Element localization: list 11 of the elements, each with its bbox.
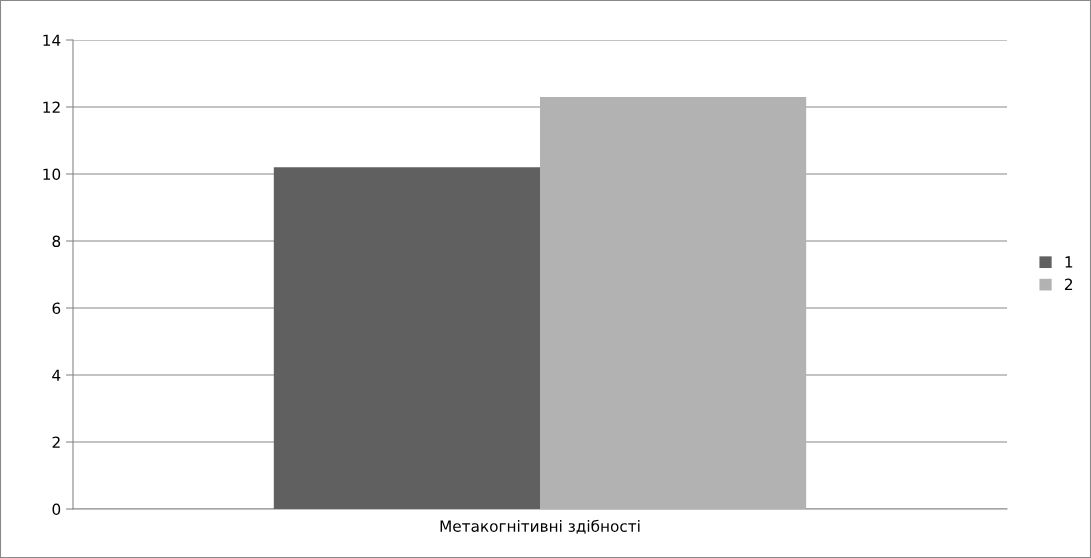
y-tick-label: 10 [43,168,61,181]
legend-label: 2 [1064,278,1073,290]
y-tick-label: 0 [52,503,61,516]
x-tick-label: Метакогнітивні здібності [440,519,640,534]
y-tick-label: 12 [43,101,60,113]
y-tick-label: 6 [52,302,61,315]
y-tick-label: 2 [52,436,60,448]
legend-label: 1 [1065,256,1073,268]
y-tick-label: 14 [43,34,61,46]
y-tick-label: 4 [52,369,61,381]
y-tick-label: 8 [52,235,61,248]
